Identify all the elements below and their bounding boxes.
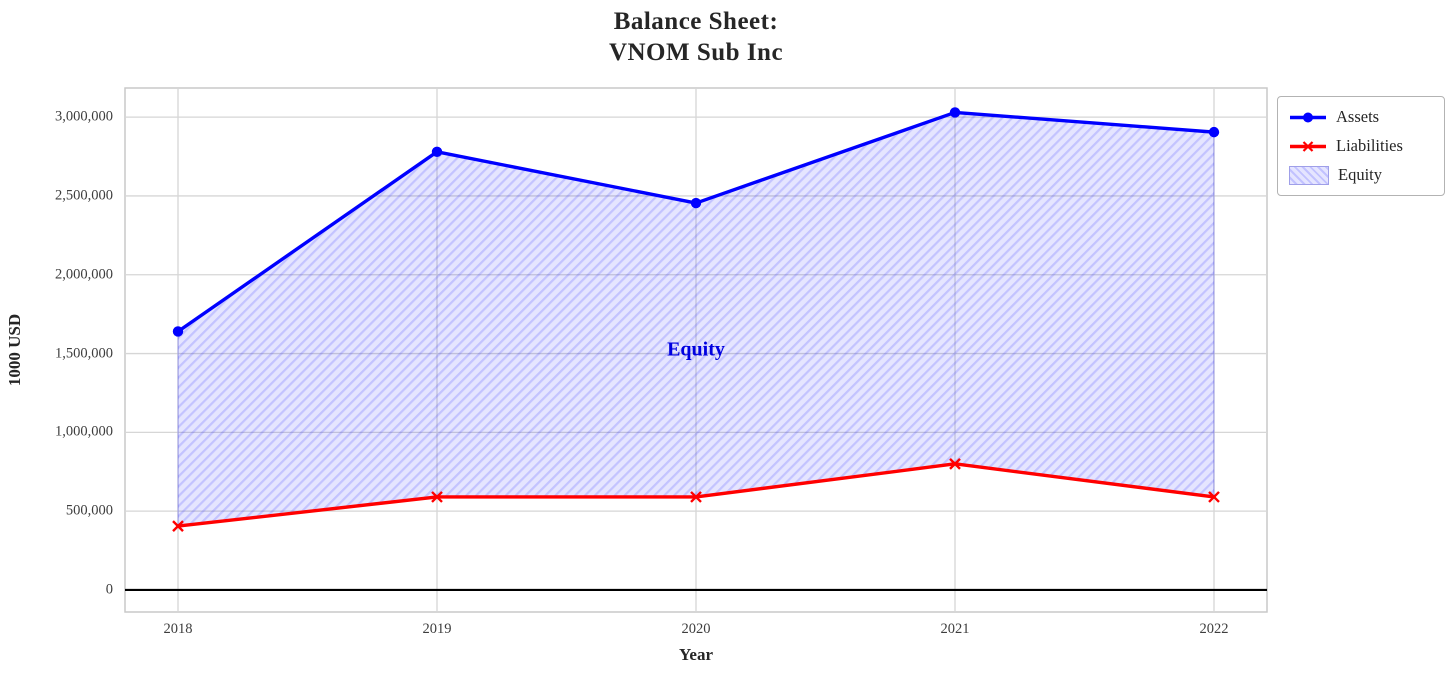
y-tick-label: 3,000,000 <box>55 108 113 125</box>
legend-label-liabilities: Liabilities <box>1336 136 1403 155</box>
assets-line-icon <box>1290 112 1326 122</box>
liabilities-marker <box>949 458 961 470</box>
legend-item-liabilities: Liabilities <box>1289 135 1433 157</box>
x-tick-label: 2022 <box>1199 621 1229 637</box>
legend: Assets Liabilities Equity <box>1277 96 1445 196</box>
x-tick-label: 2019 <box>422 621 452 637</box>
assets-marker <box>431 146 443 158</box>
x-axis-label: Year <box>679 645 713 664</box>
y-tick-label: 0 <box>105 581 113 598</box>
chart-title: Balance Sheet: VNOM Sub Inc <box>125 6 1267 68</box>
liabilities-marker <box>172 520 184 532</box>
liabilities-marker <box>431 491 443 503</box>
y-tick-label: 1,500,000 <box>55 345 113 362</box>
assets-marker <box>690 197 702 209</box>
legend-item-assets: Assets <box>1289 106 1433 128</box>
x-tick-label: 2021 <box>940 621 970 637</box>
assets-marker <box>949 107 961 118</box>
y-tick-label: 2,500,000 <box>55 187 113 204</box>
liabilities-line-icon <box>1290 140 1326 152</box>
equity-annotation: Equity <box>667 338 725 361</box>
y-tick-label: 2,000,000 <box>55 266 113 283</box>
y-tick-label: 500,000 <box>65 502 113 519</box>
x-tick-label: 2020 <box>681 621 711 637</box>
assets-marker <box>1208 126 1220 138</box>
legend-label-equity: Equity <box>1338 165 1382 184</box>
legend-label-assets: Assets <box>1336 107 1380 126</box>
equity-hatch-icon <box>1289 165 1329 185</box>
y-tick-label: 1,000,000 <box>55 423 113 440</box>
liabilities-marker <box>1208 491 1220 503</box>
liabilities-marker <box>690 491 702 503</box>
x-tick-label: 2018 <box>163 621 193 637</box>
legend-item-equity: Equity <box>1289 164 1433 186</box>
assets-marker <box>172 326 184 337</box>
chart-title-line2: VNOM Sub Inc <box>608 39 784 66</box>
chart-title-line1: Balance Sheet: <box>613 8 779 35</box>
